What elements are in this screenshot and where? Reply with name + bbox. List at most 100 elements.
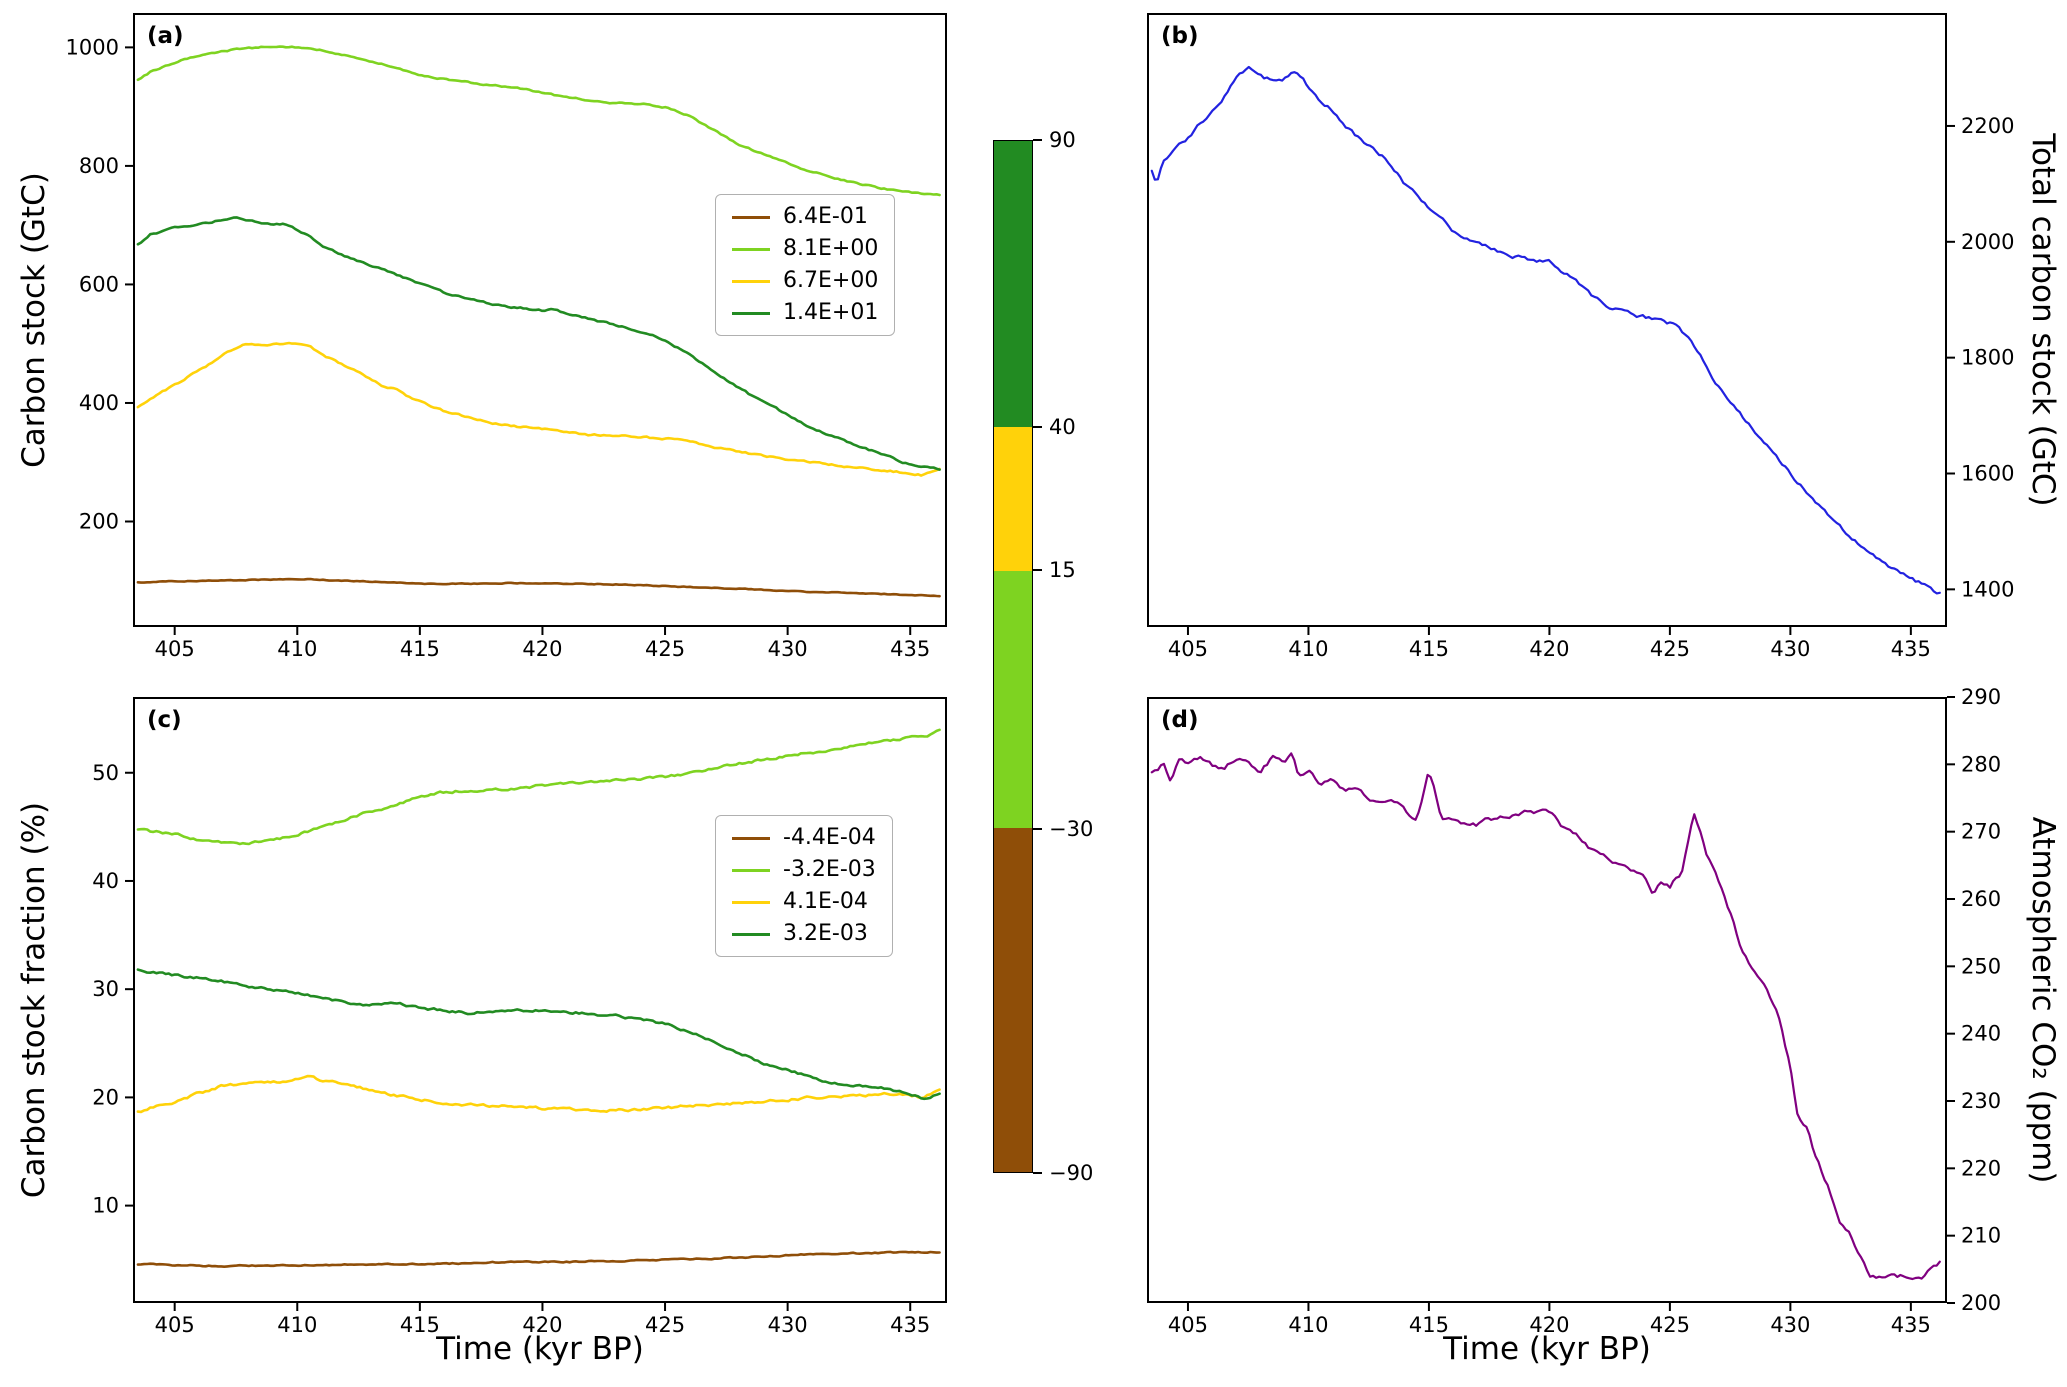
colorbar-segment-light_green (994, 570, 1032, 829)
x-tick-label: 415 (400, 1313, 440, 1337)
y-tick-label: 280 (1961, 752, 2001, 776)
legend-entry: 3.2E-03 (732, 923, 876, 945)
y-tick-label: 1800 (1961, 346, 2014, 370)
xlabel-time-left: Time (kyr BP) (436, 1331, 644, 1367)
legend-line-swatch (732, 836, 770, 840)
y-tick-label: 400 (79, 391, 119, 415)
panel-label-c: (c) (147, 707, 182, 733)
colorbar-tick-label: −90 (1049, 1161, 1094, 1185)
y-tick-label: 40 (92, 869, 119, 893)
chart-panel-d: 405 410 415 420 425 430 435 200 210 220 230 240 250 2… (1147, 685, 2001, 1337)
x-tick-label: 435 (890, 637, 930, 661)
y-tick-label: 210 (1961, 1224, 2001, 1248)
y-tick-label: 2000 (1961, 230, 2014, 254)
x-tick-label: 405 (155, 637, 195, 661)
y-tick-label: 260 (1961, 887, 2001, 911)
y-tick-label: 200 (79, 510, 119, 534)
chart-panel-c: 405 410 415 420 425 430 435 10 20 30 40 50 (c) -4.4E-… (92, 697, 947, 1337)
ylabel-carbon-stock: Carbon stock (GtC) (16, 172, 52, 468)
chart-b-plot: 405 410 415 420 425 430 435 1400 1600 1800 2000 220… (1147, 13, 2014, 661)
axes-border-b (1147, 13, 1947, 627)
series-fraction-light-green-line (136, 728, 941, 846)
colorbar-tick-label: 15 (1049, 558, 1076, 583)
legend-label: 6.7E+00 (783, 268, 879, 294)
x-tick-label: 435 (1891, 1313, 1931, 1337)
legend-label: 3.2E-03 (783, 921, 868, 947)
legend-entry: 1.4E+01 (732, 302, 878, 324)
y-tick-label: 20 (92, 1085, 119, 1109)
panel-label-a: (a) (147, 23, 184, 49)
x-tick-label: 410 (1288, 1313, 1328, 1337)
legend-entry: 6.4E-01 (732, 206, 878, 228)
legend-line-swatch (732, 247, 770, 251)
x-tick-label: 425 (645, 1313, 685, 1337)
x-tick-label: 405 (1168, 1313, 1208, 1337)
legend-label: -4.4E-04 (783, 825, 876, 851)
x-tick-label: 405 (155, 1313, 195, 1337)
x-tick-label: 425 (1650, 1313, 1690, 1337)
legend-panel-c: -4.4E-04 -3.2E-03 4.1E-04 3.2E-03 (715, 815, 893, 958)
legend-entry: -3.2E-03 (732, 859, 876, 881)
legend-entry: -4.4E-04 (732, 827, 876, 849)
x-tick-label: 420 (1529, 637, 1569, 661)
legend-label: 1.4E+01 (783, 300, 879, 326)
legend-entry: 4.1E-04 (732, 891, 876, 913)
series-stock-yellow-line (136, 341, 941, 477)
y-tick-label: 290 (1961, 685, 2001, 709)
legend-entry: 6.7E+00 (732, 270, 878, 292)
x-tick-label: 420 (522, 1313, 562, 1337)
y-tick-label: 1600 (1961, 462, 2014, 486)
x-tick-label: 430 (1770, 1313, 1810, 1337)
y-tick-label: 2200 (1961, 114, 2014, 138)
axes-border-a (133, 13, 947, 627)
colorbar-tick-label: 40 (1049, 414, 1076, 439)
legend-label: 4.1E-04 (783, 889, 868, 915)
legend-panel-a: 6.4E-01 8.1E+00 6.7E+00 1.4E+01 (715, 194, 896, 337)
chart-panel-b: 405 410 415 420 425 430 435 1400 1600 1800 2000 220… (1147, 13, 2014, 661)
legend-entry: 8.1E+00 (732, 238, 878, 260)
x-tick-label: 415 (400, 637, 440, 661)
y-tick-label: 250 (1961, 954, 2001, 978)
y-tick-label: 1000 (66, 35, 119, 59)
legend-line-swatch (732, 279, 770, 283)
y-tick-label: 1400 (1961, 577, 2014, 601)
colorbar-segment-dark_green (994, 141, 1032, 428)
ylabel-total-carbon-stock: Total carbon stock (GtC) (2025, 133, 2061, 507)
x-tick-label: 425 (645, 637, 685, 661)
colorbar-tick (1033, 569, 1042, 572)
y-tick-label: 600 (79, 272, 119, 296)
x-tick-label: 425 (1650, 637, 1690, 661)
chart-panel-a: 405 410 415 420 425 430 435 200 400 600 800 1000 (a)… (66, 13, 947, 661)
panel-label-b: (b) (1161, 23, 1199, 49)
series-fraction-brown-line (136, 1250, 941, 1269)
series-fraction-dark-green-line (136, 968, 941, 1101)
legend-label: -3.2E-03 (783, 857, 876, 883)
colorbar-tick (1033, 139, 1042, 141)
y-tick-label: 30 (92, 977, 119, 1001)
x-tick-label: 410 (1288, 637, 1328, 661)
x-tick-label: 420 (1529, 1313, 1569, 1337)
series-fraction-yellow-line (136, 1074, 941, 1114)
x-tick-label: 415 (1409, 1313, 1449, 1337)
x-tick-label: 405 (1168, 637, 1208, 661)
y-tick-label: 800 (79, 154, 119, 178)
series-stock-dark-green-line (136, 216, 941, 471)
y-tick-label: 240 (1961, 1022, 2001, 1046)
legend-line-swatch (732, 900, 770, 904)
colorbar-tick (1033, 425, 1042, 428)
xlabel-time-right: Time (kyr BP) (1443, 1331, 1651, 1367)
x-tick-label: 410 (277, 1313, 317, 1337)
chart-c-plot: 405 410 415 420 425 430 435 10 20 30 40 50 (92, 697, 947, 1337)
panel-label-d: (d) (1161, 707, 1199, 733)
legend-line-swatch (732, 868, 770, 872)
y-tick-label: 220 (1961, 1156, 2001, 1180)
legend-label: 8.1E+00 (783, 236, 879, 262)
ylabel-atmospheric-co2: Atmospheric CO₂ (ppm) (2025, 816, 2061, 1184)
x-tick-label: 415 (1409, 637, 1449, 661)
x-tick-label: 420 (522, 637, 562, 661)
series-total-carbon-stock-line (1150, 65, 1941, 595)
y-tick-label: 230 (1961, 1089, 2001, 1113)
axes-border-c (133, 697, 947, 1303)
legend-line-swatch (732, 215, 770, 219)
